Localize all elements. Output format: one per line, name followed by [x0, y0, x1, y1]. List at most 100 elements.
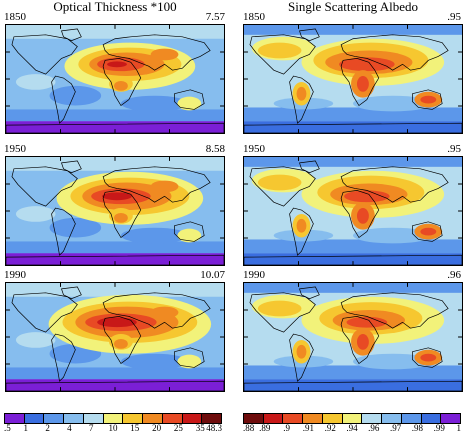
map-canvas — [6, 25, 224, 133]
colorbar-label: 20 — [152, 423, 162, 433]
map-optical-thickness-1850 — [5, 24, 225, 134]
map-canvas — [244, 25, 462, 133]
data-field-contour — [97, 317, 137, 328]
coastline — [299, 160, 320, 174]
colorbar-label: 1 — [23, 423, 29, 433]
data-field-contour — [15, 74, 56, 90]
map-canvas — [6, 157, 224, 265]
right-column-title: Single Scattering Albedo — [288, 0, 418, 14]
coastline — [412, 89, 443, 110]
colorbar-swatch — [202, 414, 222, 423]
colorbar-label: 15 — [130, 423, 140, 433]
colorbar-label: .92 — [324, 423, 336, 433]
colorbar-label: 7 — [88, 423, 94, 433]
data-field-contour — [244, 379, 462, 391]
colorbar-swatch — [263, 414, 284, 423]
coastline — [340, 58, 380, 107]
data-field-contour — [244, 107, 462, 122]
colorbar-label: 2 — [45, 423, 50, 433]
colorbar-label: 48.3 — [206, 423, 222, 433]
colorbar-label: .97 — [389, 423, 402, 433]
colorbar-swatch — [162, 414, 183, 423]
coastline — [102, 166, 211, 203]
colorbar-label: .98 — [411, 423, 424, 433]
colorbar-label: 25 — [173, 423, 183, 433]
map-canvas — [244, 283, 462, 391]
coastline — [340, 190, 380, 239]
coastline — [102, 292, 211, 329]
data-field-contour — [49, 85, 102, 106]
coastline — [174, 89, 205, 110]
coastline — [174, 221, 205, 242]
colorbar-swatch — [83, 414, 104, 423]
colorbar-label: .9 — [283, 423, 290, 433]
colorbar-swatch — [441, 414, 461, 423]
data-field-contour — [114, 338, 128, 349]
data-field-contour — [296, 344, 307, 359]
data-field-contour — [244, 25, 462, 35]
data-field-contour — [150, 48, 179, 61]
map-optical-thickness-1950 — [5, 156, 225, 266]
coastline — [289, 75, 314, 124]
data-field-contour — [346, 316, 388, 328]
data-field-contour — [6, 109, 224, 122]
coastline — [244, 254, 462, 265]
coastline — [102, 58, 142, 107]
data-field-contour — [102, 192, 132, 201]
colorbar-label: .94 — [346, 423, 358, 433]
data-field-contour — [49, 217, 102, 238]
coastline — [340, 316, 380, 365]
data-field-contour — [339, 57, 395, 72]
colorbar-swatch — [322, 414, 343, 423]
data-field-contour — [257, 42, 302, 59]
colorbar-swatch — [362, 414, 383, 423]
colorbar-swatch — [421, 414, 442, 423]
data-field-contour — [150, 306, 179, 319]
colorbar-label: 10 — [108, 423, 118, 433]
data-field-contour — [296, 86, 307, 101]
data-field-contour — [15, 206, 56, 222]
colorbar-label: 1 — [456, 423, 462, 433]
data-field-contour — [244, 365, 462, 380]
colorbar-label: 4 — [67, 423, 72, 433]
colorbar-label: .96 — [368, 423, 380, 433]
data-field-contour — [356, 334, 369, 350]
coastline — [102, 190, 142, 239]
colorbar-swatch — [123, 414, 144, 423]
data-field-contour — [244, 253, 462, 265]
colorbar-swatch — [182, 414, 203, 423]
optical-thickness-colorbar-labels: .5 1 2 4 7 10 15 20 25 35 48.3 — [4, 423, 222, 434]
coastline — [6, 122, 224, 133]
coastline — [412, 221, 443, 242]
colorbar-label: .91 — [302, 423, 315, 433]
panel-year-label: 1850 — [243, 11, 265, 23]
coastline — [51, 207, 76, 256]
panel-global-mean: .95 — [447, 11, 461, 23]
coastline — [340, 34, 449, 71]
colorbar-swatch — [44, 414, 65, 423]
colorbar-swatch — [5, 414, 25, 423]
coastline — [174, 347, 205, 368]
data-field-contour — [244, 121, 462, 133]
data-field-contour — [177, 228, 202, 243]
coastline — [289, 333, 314, 382]
coastline — [6, 380, 224, 391]
data-field-contour — [356, 208, 369, 224]
data-field-contour — [244, 157, 462, 167]
data-field-contour — [244, 283, 462, 293]
coastline — [6, 254, 224, 265]
panel-global-mean: 7.57 — [205, 11, 225, 23]
colorbar-swatch — [342, 414, 363, 423]
panel-year-label: 1990 — [243, 269, 265, 281]
map-canvas — [6, 283, 224, 391]
coastline — [299, 28, 320, 42]
colorbar-swatch — [283, 414, 304, 423]
panel-year-label: 1990 — [4, 269, 26, 281]
data-field-contour — [120, 227, 189, 244]
colorbar-swatch — [143, 414, 163, 423]
panel-global-mean: .95 — [447, 143, 461, 155]
coastline — [51, 333, 76, 382]
colorbar-swatch — [401, 414, 422, 423]
colorbar-swatch — [24, 414, 45, 423]
data-field-contour — [120, 353, 189, 370]
